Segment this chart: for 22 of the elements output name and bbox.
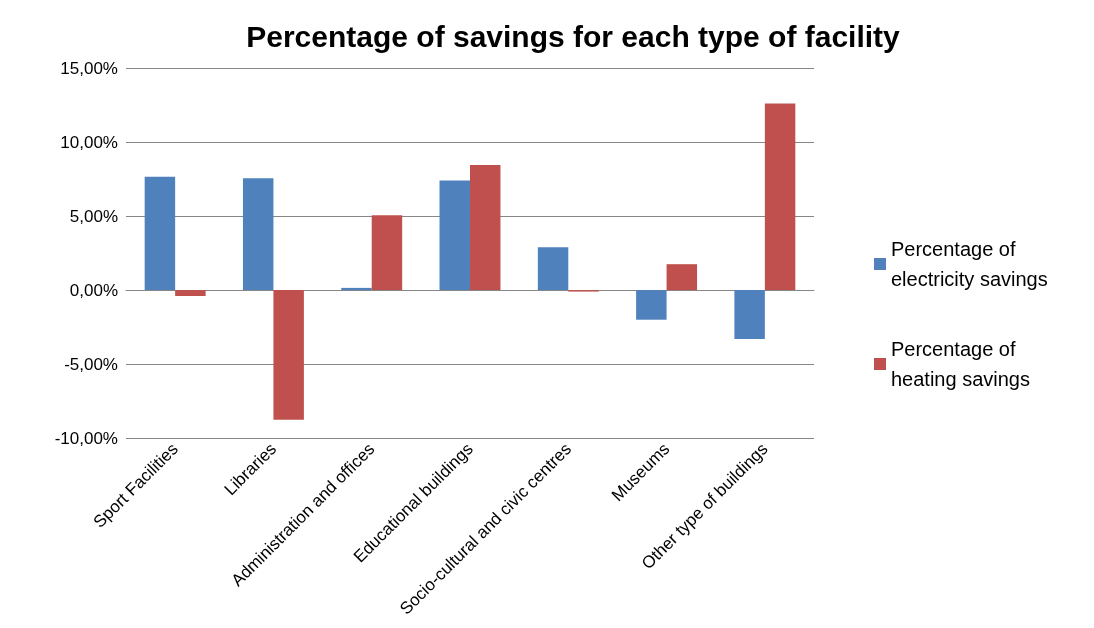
bar	[144, 176, 176, 291]
y-tick-label: -5,00%	[64, 354, 118, 374]
bar	[537, 247, 569, 291]
legend-label: Percentage of electricity savings	[891, 238, 1048, 290]
bar	[175, 290, 206, 297]
y-tick-label: -10,00%	[54, 428, 118, 448]
bar	[273, 290, 304, 420]
bar	[734, 290, 765, 339]
bar	[439, 180, 470, 291]
y-tick-label: 10,00%	[60, 132, 118, 152]
bar	[242, 178, 274, 291]
bar	[470, 164, 501, 291]
bar	[666, 264, 698, 291]
bar	[341, 287, 372, 291]
bar	[636, 290, 667, 320]
y-tick-label: 0,00%	[69, 280, 118, 300]
legend-label: Percentage of heating savings	[891, 338, 1030, 390]
y-tick-label: 15,00%	[60, 58, 118, 78]
y-tick-label: 5,00%	[69, 206, 118, 226]
bar	[371, 215, 403, 291]
chart-title: Percentage of savings for each type of facility	[246, 19, 901, 53]
bar	[764, 103, 796, 291]
